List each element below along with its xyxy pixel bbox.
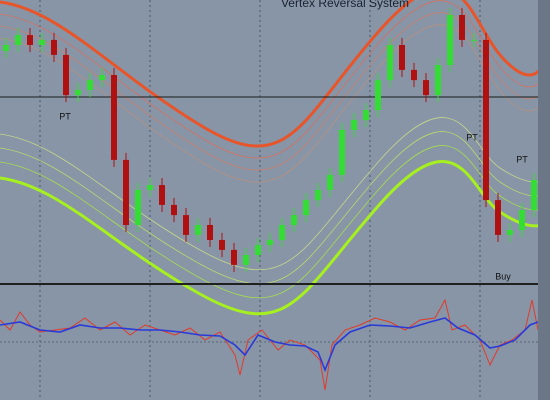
candle-body [375,80,381,111]
candle-body [219,239,225,250]
candle-body [399,44,405,70]
candle-body [111,74,117,160]
candle-body [267,239,273,246]
candle-body [243,254,249,265]
chart-title: Vertex Reversal System [281,0,409,10]
candle-body [435,65,441,96]
candle-body [507,230,513,235]
upper-band [0,0,542,148]
candle-body [303,200,309,216]
candle-body [39,39,45,45]
annotation: PT [59,111,71,121]
candle-body [363,110,369,120]
candle-body [27,35,33,45]
osc-slow [0,317,539,373]
candle-body [471,39,477,41]
candle-body [135,189,141,225]
candle-body [207,224,213,240]
lower-band-thin [0,131,541,285]
candle-body [447,14,453,66]
candles [3,7,537,272]
candle-body [291,215,297,225]
candle-body [63,54,69,96]
candle-body [423,80,429,96]
candle-body [315,189,321,201]
candle-body [75,89,81,96]
candle-body [255,245,261,255]
candle-body [183,215,189,235]
candle-body [531,179,537,210]
candle-body [495,200,501,235]
price-axis [538,0,550,400]
candle-body [171,204,177,216]
candle-body [195,224,201,235]
candle-body [99,74,105,81]
candle-body [147,185,153,190]
candle-body [483,39,489,201]
lower-band-thin [0,117,541,271]
candle-body [279,224,285,240]
candle-body [327,174,333,190]
candle-body [123,159,129,225]
annotation: Buy [495,271,511,281]
candle-body [351,119,357,130]
candle-body [87,80,93,90]
candle-body [519,209,525,231]
envelope-bands [0,0,542,316]
candle-body [339,129,345,175]
candle-body [411,69,417,81]
candle-body [387,44,393,81]
oscillator [0,298,539,391]
candle-body [3,44,9,51]
candle-body [51,39,57,55]
candle-body [15,35,21,45]
annotation: PT [466,132,478,142]
lower-band-thin [0,145,541,299]
candle-body [459,14,465,40]
candle-body [231,249,237,265]
osc-fast [0,298,539,391]
candle-body [159,185,165,205]
annotation: PT [516,154,528,164]
